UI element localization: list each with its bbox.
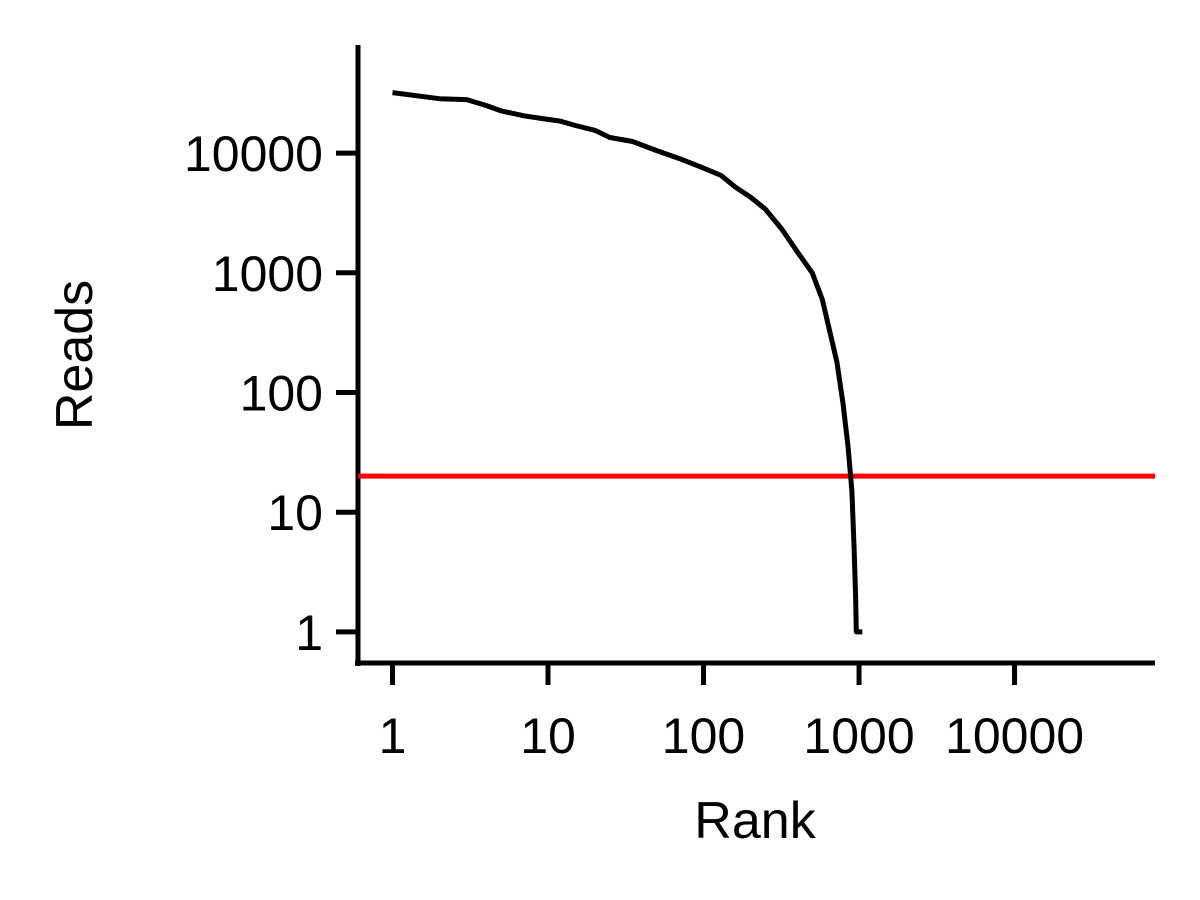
y-tick-label: 1000	[212, 246, 323, 302]
y-tick-label: 100	[240, 366, 323, 422]
y-tick-label: 10	[267, 485, 323, 541]
y-axis-title: Reads	[46, 280, 104, 430]
plot-area: 1 10 100 1000 10000 1 10 100 1000 10000	[184, 45, 1155, 764]
x-tick-label: 10000	[945, 708, 1084, 764]
x-tick-label: 100	[662, 708, 745, 764]
x-tick-label: 1000	[803, 708, 914, 764]
y-tick-label: 1	[295, 605, 323, 661]
y-tick-label: 10000	[184, 126, 323, 182]
x-tick-label: 10	[520, 708, 576, 764]
x-axis-title: Rank	[694, 792, 816, 850]
x-tick-label: 1	[379, 708, 407, 764]
rank-reads-curve	[392, 90, 863, 635]
